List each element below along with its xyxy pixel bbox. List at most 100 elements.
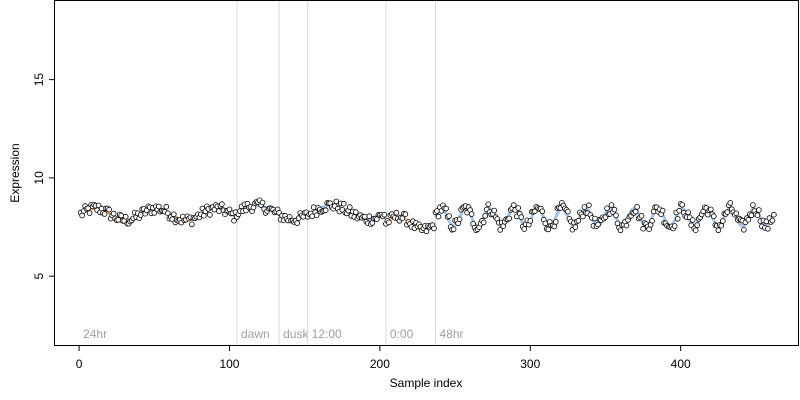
data-point (294, 220, 301, 226)
data-point (322, 207, 329, 214)
region-label: 48hr (440, 327, 464, 341)
data-point (521, 226, 528, 232)
data-point (595, 221, 601, 228)
region-label: 24hr (83, 327, 107, 341)
data-point (480, 219, 487, 226)
data-point (456, 216, 463, 223)
data-point (518, 214, 525, 220)
data-point (313, 212, 320, 219)
data-point (539, 208, 546, 215)
data-point (340, 200, 347, 207)
data-point (446, 213, 452, 219)
data-point (689, 217, 696, 223)
data-point (86, 210, 93, 216)
x-tick-label: 400 (671, 357, 691, 371)
data-point (718, 222, 725, 229)
data-point (565, 208, 571, 215)
data-point (671, 223, 678, 229)
data-point (659, 207, 666, 214)
data-point (634, 204, 640, 210)
data-point (545, 226, 552, 233)
region-label: 0:00 (390, 327, 414, 341)
x-tick-label: 300 (520, 357, 540, 371)
data-point (352, 209, 359, 215)
data-point (617, 227, 624, 234)
x-tick-label: 0 (76, 357, 83, 371)
data-point (402, 211, 409, 218)
data-point (694, 222, 700, 228)
data-point (106, 206, 112, 213)
data-point (649, 218, 655, 224)
data-point (310, 204, 317, 211)
data-point (165, 210, 171, 217)
data-point (692, 227, 699, 234)
data-point (156, 203, 162, 210)
data-point (510, 202, 517, 208)
data-point (632, 208, 639, 215)
data-point (750, 202, 756, 208)
data-point (122, 213, 129, 220)
data-point (216, 208, 222, 214)
data-point (219, 201, 225, 207)
data-point (754, 212, 761, 219)
data-point (189, 221, 195, 228)
data-point (710, 213, 717, 220)
data-point (638, 212, 645, 219)
data-point (163, 203, 170, 210)
data-point (171, 211, 177, 218)
data-point (676, 207, 682, 214)
data-point (137, 212, 144, 218)
data-point (259, 199, 266, 206)
data-points (77, 197, 777, 235)
data-point (468, 211, 475, 217)
data-point (715, 227, 722, 234)
data-point (423, 228, 430, 235)
data-point (769, 217, 776, 224)
data-point (431, 225, 437, 232)
y-tick-label: 15 (32, 73, 46, 87)
x-axis-title: Sample index (390, 376, 463, 390)
data-point (727, 200, 734, 206)
data-point (497, 227, 504, 233)
data-point (724, 209, 731, 215)
data-point (450, 226, 457, 233)
data-point (679, 202, 685, 208)
y-tick-label: 10 (32, 171, 46, 185)
data-point (443, 205, 449, 212)
data-point (575, 217, 582, 224)
region-label: 12:00 (312, 327, 342, 341)
data-point (640, 225, 646, 232)
data-point (110, 210, 117, 217)
y-tick-label: 5 (32, 273, 46, 280)
data-point (381, 212, 388, 218)
region-label: dawn (241, 327, 270, 341)
data-point (346, 204, 353, 210)
data-point (552, 219, 559, 225)
region-label: dusk (283, 327, 309, 341)
data-point (745, 216, 752, 223)
data-point (771, 211, 777, 218)
data-point (719, 218, 726, 224)
data-point (542, 220, 549, 227)
data-point (333, 198, 340, 205)
data-point (707, 206, 714, 213)
data-point (586, 202, 592, 209)
data-point (608, 202, 615, 208)
data-point (551, 223, 558, 230)
data-point (685, 209, 691, 216)
data-point (527, 218, 534, 224)
data-point (741, 227, 747, 233)
data-point (386, 219, 392, 226)
data-point (592, 215, 598, 222)
data-point (101, 211, 108, 217)
data-point (674, 216, 681, 222)
data-point (515, 205, 521, 211)
x-tick-label: 200 (370, 357, 390, 371)
y-axis-title: Expression (8, 143, 22, 202)
data-point (115, 217, 121, 223)
data-point (231, 217, 237, 224)
data-point (765, 226, 771, 232)
data-point (435, 213, 442, 220)
data-point (733, 210, 740, 217)
